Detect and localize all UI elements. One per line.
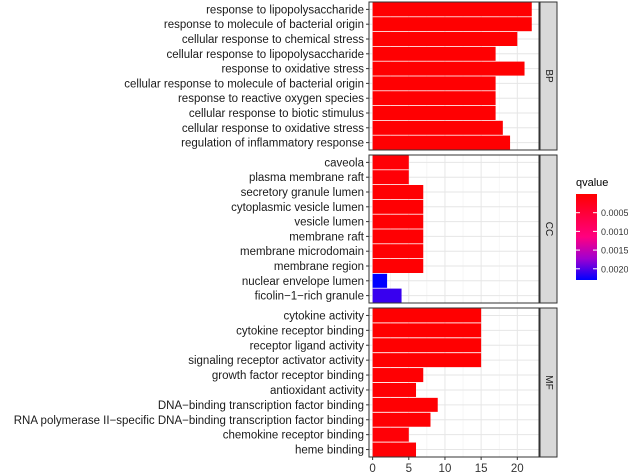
category-label: response to oxidative stress (221, 64, 364, 76)
facet-strip-label: BP (543, 69, 554, 83)
bar-cc-8 (372, 259, 424, 273)
category-label: growth factor receptor binding (212, 370, 364, 382)
category-label: regulation of inflammatory response (181, 138, 364, 150)
bar-bp-9 (372, 120, 503, 135)
bar-cc-4 (372, 199, 424, 214)
category-label: chemokine receptor binding (223, 430, 364, 442)
category-label: cytokine activity (283, 310, 364, 322)
bar-bp-7 (372, 91, 496, 106)
category-label: cytokine receptor binding (236, 325, 364, 337)
category-label: nuclear envelope lumen (242, 276, 364, 288)
bar-bp-3 (372, 32, 518, 46)
bar-cc-2 (372, 170, 409, 185)
category-label: heme binding (295, 445, 364, 457)
facet-strip-label: MF (543, 375, 554, 389)
category-label: secretory granule lumen (241, 187, 364, 199)
x-tick-label: 10 (439, 463, 452, 472)
category-label: vesicle lumen (294, 217, 364, 229)
legend-tick-label: 0.0020 (601, 264, 628, 274)
category-label: response to reactive oxygen species (178, 93, 364, 105)
bar-cc-5 (372, 214, 424, 229)
x-tick-label: 5 (406, 463, 412, 472)
bar-bp-2 (372, 17, 532, 32)
facet-strip (539, 307, 558, 458)
bar-mf-9 (372, 427, 409, 442)
category-label: caveola (324, 157, 364, 169)
category-label: cellular response to biotic stimulus (189, 108, 364, 120)
category-label: plasma membrane raft (249, 172, 365, 184)
category-label: membrane raft (289, 231, 365, 243)
x-tick-label: 0 (369, 463, 375, 472)
category-label: ficolin−1−rich granule (255, 291, 364, 303)
facet-strip (539, 1, 558, 151)
category-label: response to molecule of bacterial origin (164, 19, 364, 31)
bar-bp-5 (372, 61, 525, 76)
category-label: cellular response to molecule of bacteri… (124, 78, 364, 90)
facet-panel-mf: cytokine activity cytokine receptor bindi… (14, 307, 558, 458)
bar-bp-4 (372, 46, 496, 61)
bar-cc-10 (372, 288, 402, 303)
plot-area: response to lipopolysaccharide response t… (14, 1, 558, 472)
legend-tick-label: 0.0005 (601, 208, 628, 218)
category-label: receptor ligand activity (250, 340, 365, 352)
facet-panel-cc: caveola plasma membrane raft secretory gra… (231, 154, 558, 304)
bar-mf-4 (372, 353, 482, 368)
qvalue-legend: qvalue 0.0005 0.0010 0.0015 0.0020 (576, 177, 628, 280)
bar-bp-1 (372, 2, 532, 17)
category-label: cellular response to lipopolysaccharide (166, 49, 364, 61)
bar-mf-2 (372, 323, 482, 338)
category-label: DNA−binding transcription factor binding (158, 400, 364, 412)
bar-mf-5 (372, 368, 424, 383)
category-label: membrane region (274, 261, 364, 273)
x-tick-label: 15 (475, 463, 488, 472)
bar-bp-6 (372, 76, 496, 91)
category-label: RNA polymerase II−specific DNA−binding t… (14, 415, 364, 427)
bar-mf-8 (372, 412, 431, 427)
facet-strip (539, 154, 558, 304)
panel-border (368, 307, 540, 458)
category-label: signaling receptor activator activity (188, 355, 364, 367)
category-label: cellular response to oxidative stress (182, 123, 364, 135)
bar-cc-1 (372, 155, 409, 170)
bar-mf-10 (372, 442, 417, 457)
facet-panel-bp: response to lipopolysaccharide response t… (124, 1, 558, 151)
category-label: cytoplasmic vesicle lumen (231, 202, 364, 214)
category-label: membrane microdomain (240, 246, 364, 258)
panel-border (368, 1, 540, 151)
category-label: antioxidant activity (270, 385, 364, 397)
facet-strip-label: CC (543, 222, 554, 236)
x-axis: 0 5 10 15 20 (369, 457, 524, 472)
bar-cc-7 (372, 244, 424, 259)
bar-cc-6 (372, 229, 424, 244)
bar-mf-3 (372, 338, 482, 353)
legend-title: qvalue (576, 177, 608, 189)
bar-cc-9 (372, 273, 388, 288)
bar-mf-7 (372, 397, 438, 412)
x-tick-label: 20 (511, 463, 524, 472)
bar-bp-10 (372, 135, 511, 150)
bar-mf-6 (372, 382, 417, 397)
bar-mf-1 (372, 308, 482, 323)
category-label: cellular response to chemical stress (182, 34, 364, 46)
legend-tick-label: 0.0015 (601, 246, 628, 256)
legend-colorbar (576, 194, 597, 280)
legend-tick-label: 0.0010 (601, 227, 628, 237)
category-label: response to lipopolysaccharide (206, 4, 364, 16)
bar-bp-8 (372, 106, 496, 120)
panel-border (368, 154, 540, 304)
bar-cc-3 (372, 185, 424, 199)
